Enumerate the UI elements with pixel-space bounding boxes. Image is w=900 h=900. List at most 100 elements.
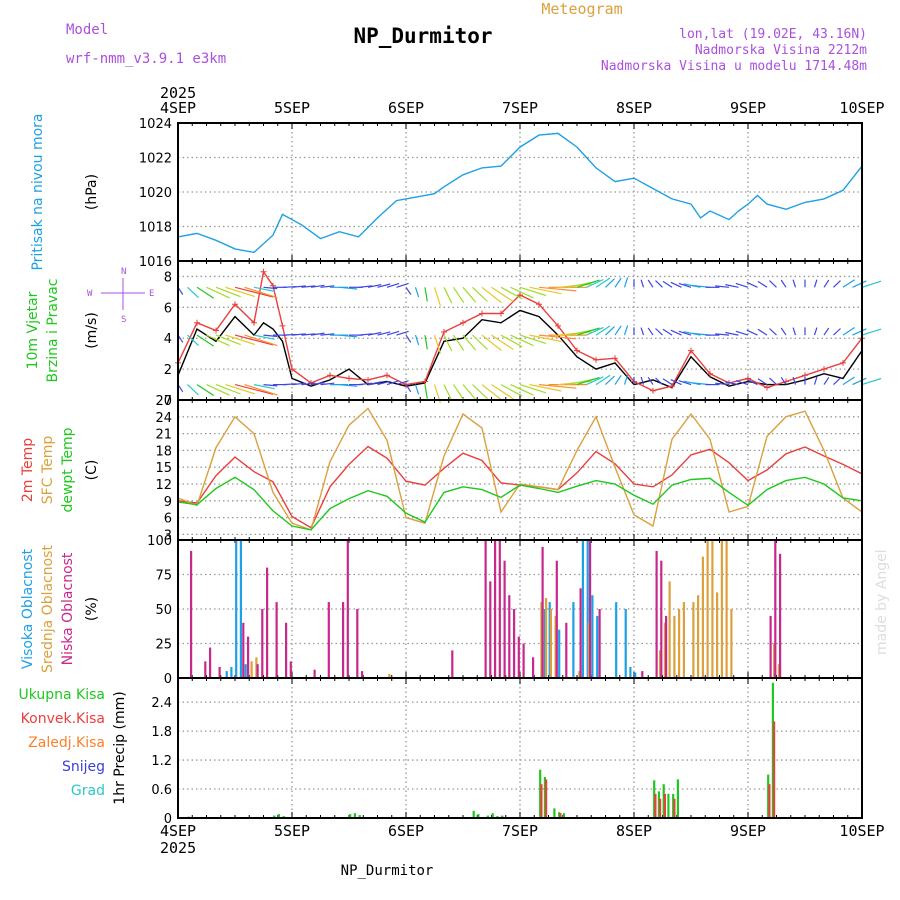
wind-arrow (852, 328, 867, 336)
y-tick-label: 12 (155, 478, 172, 493)
wind-arrow (678, 330, 692, 336)
y-axis-unit: (C) (84, 460, 100, 481)
wind-arrow (225, 334, 256, 346)
wind-arrow (453, 384, 465, 401)
x-tick-label-top: 6SEP (388, 99, 424, 117)
panel-title: Pritisak na nivou mora (30, 113, 46, 270)
wind-arrow (491, 334, 514, 351)
wind-arrow (414, 334, 420, 346)
bar-ukupna-kisa (767, 774, 770, 818)
wind-arrow (187, 286, 199, 299)
bar-niska-oblacnost (555, 560, 558, 678)
bar-srednja-oblacnost (697, 595, 700, 678)
wind-arrow (529, 334, 562, 343)
footer-station: NP_Durmitor (341, 863, 434, 879)
bar-ukupna-kisa (491, 813, 494, 818)
watermark: made by Angel (874, 549, 890, 655)
y-tick-label: 8 (164, 270, 172, 285)
bar-niska-oblacnost (532, 657, 535, 678)
y-tick-label: 100 (147, 534, 172, 549)
bar-visoka-oblacnost (244, 664, 247, 678)
x-tick-label-top: 7SEP (502, 99, 538, 117)
gust-marker (327, 372, 333, 379)
gust-marker (498, 310, 504, 317)
wind-arrow (576, 376, 600, 386)
bar-niska-oblacnost (641, 671, 644, 678)
station-elevation: Nadmorska Visina 2212m (695, 43, 867, 58)
wind-arrow (614, 325, 622, 336)
panel-title: 10m Vjetar (25, 291, 41, 369)
y-axis-unit: (hPa) (84, 174, 100, 210)
gust-marker (441, 329, 447, 336)
bar-konvek-kisa (540, 784, 543, 818)
compass-cross (101, 278, 145, 310)
wind-arrow (453, 286, 465, 304)
wind-arrow (405, 384, 412, 393)
gust-marker (279, 322, 286, 329)
wind-arrow (253, 286, 275, 292)
bar-srednja-oblacnost (777, 664, 780, 678)
wind-arrow (320, 285, 335, 288)
gust-marker (517, 291, 523, 298)
y-tick-label: 25 (155, 638, 172, 653)
wind-arrow (367, 381, 382, 386)
gust-marker (593, 356, 599, 363)
bar-visoka-oblacnost (591, 595, 594, 678)
bar-niska-oblacnost (579, 588, 582, 678)
y-tick-label: 2.4 (151, 696, 172, 711)
wind-arrow (725, 381, 739, 386)
bar-niska-oblacnost (655, 551, 658, 678)
bar-niska-oblacnost (503, 560, 506, 678)
wind-arrow (196, 334, 215, 347)
wind-arrow (640, 376, 645, 385)
wind-arrow (472, 334, 488, 350)
wind-arrow (358, 285, 373, 288)
wind-arrow (842, 279, 855, 288)
bar-niska-oblacnost (451, 650, 454, 678)
y-tick-label: 24 (155, 411, 172, 426)
wind-arrow (586, 376, 604, 386)
bar-srednja-oblacnost (250, 661, 253, 678)
bar-konvek-kisa (773, 721, 776, 818)
bar-niska-oblacnost (247, 636, 250, 678)
page-title: NP_Durmitor (353, 24, 492, 48)
bar-ukupna-kisa (353, 813, 356, 818)
model-label: Model (66, 22, 108, 38)
x-tick-label-top: 8SEP (616, 99, 652, 117)
bar-niska-oblacnost (266, 567, 269, 678)
bar-konvek-kisa (559, 813, 562, 818)
wind-arrow (683, 331, 701, 336)
wind-arrow (377, 380, 391, 386)
gust-marker (688, 347, 694, 354)
bar-ukupna-kisa (553, 808, 556, 818)
y-tick-label: 1.8 (151, 725, 172, 740)
gust-marker (260, 268, 267, 275)
wind-arrow (861, 377, 882, 386)
bar-niska-oblacnost (665, 615, 668, 678)
bar-visoka-oblacnost (235, 540, 238, 678)
wind-arrow (813, 376, 818, 385)
bar-ukupna-kisa (539, 769, 542, 818)
gust-marker (555, 322, 561, 329)
wind-arrow (263, 334, 278, 338)
y-tick-label: 6 (164, 512, 172, 527)
panel-clouds: 0 25 50 75 100 (%) Visoka Oblacnost Srednja Obl… (20, 534, 863, 687)
wind-arrow (852, 280, 867, 288)
bar-ukupna-kisa (486, 815, 489, 818)
bar-niska-oblacnost (779, 553, 782, 678)
wind-arrow (746, 329, 758, 336)
bar-ukupna-kisa (349, 814, 352, 818)
legend-label: Ukupna Kisa (18, 687, 105, 703)
wind-arrow (647, 327, 654, 336)
y-tick-label: 0.6 (151, 783, 172, 798)
wind-arrow (196, 286, 215, 299)
y-tick-label: 4 (164, 332, 172, 347)
gust-marker (365, 376, 371, 383)
wind-arrow (595, 277, 611, 288)
x-tick-label-bottom: 8SEP (616, 822, 652, 840)
gust-marker (650, 387, 656, 394)
wind-arrow (377, 283, 391, 288)
bar-visoka-oblacnost (629, 667, 632, 678)
bar-niska-oblacnost (346, 540, 349, 678)
